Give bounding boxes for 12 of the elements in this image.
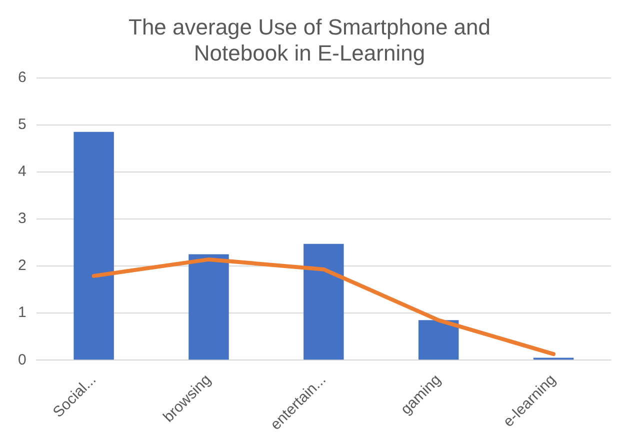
y-tick-label: 0 [18,351,26,368]
y-tick-label: 6 [18,68,26,86]
bar [304,244,344,360]
chart-title: The average Use of Smartphone and Notebook in E-Learning [128,14,491,66]
y-tick-label: 5 [18,116,26,133]
bar [74,132,114,360]
bar [188,254,229,360]
y-tick-label: 3 [18,210,26,228]
y-tick-label: 2 [18,257,26,274]
bar [418,320,459,360]
y-tick-label: 4 [18,163,26,180]
y-tick-label: 1 [18,304,26,322]
